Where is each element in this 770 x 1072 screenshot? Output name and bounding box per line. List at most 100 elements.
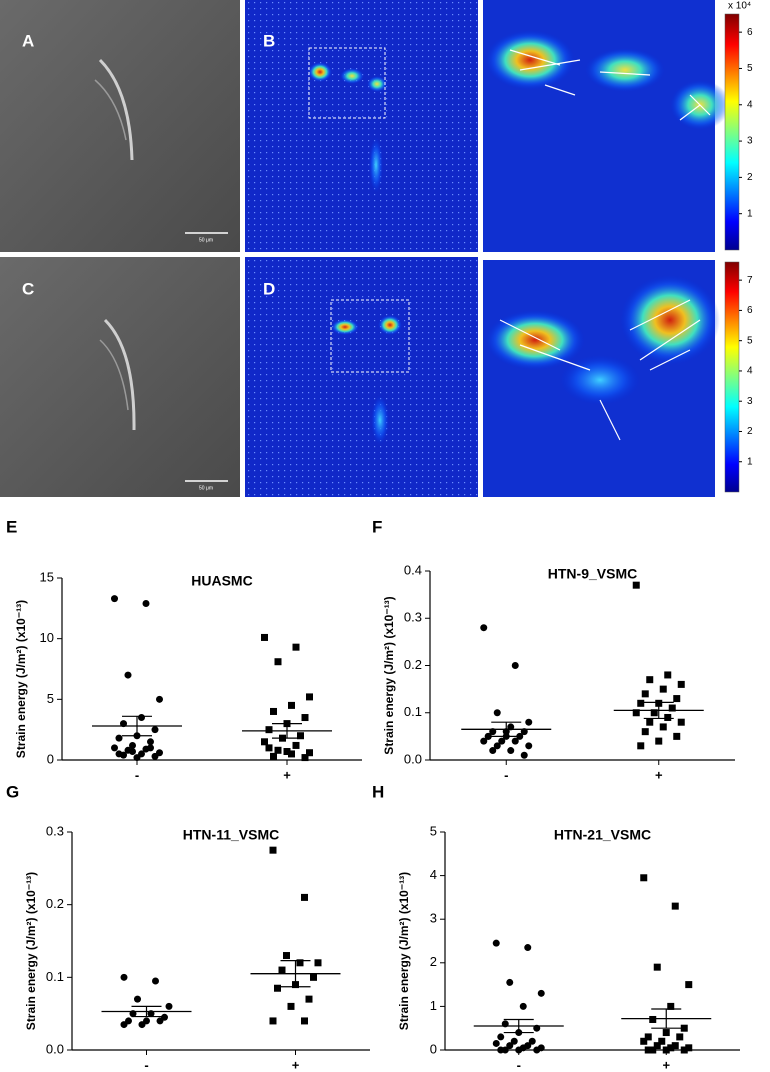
- x-tick-label: -: [517, 1057, 521, 1072]
- scale-bar-label: 50 μm: [199, 237, 213, 243]
- data-point: [646, 718, 654, 726]
- data-point: [138, 714, 145, 722]
- data-point: [124, 671, 132, 679]
- data-point: [507, 747, 515, 755]
- y-tick-label: 3: [430, 911, 437, 926]
- y-tick-label: 0.1: [46, 969, 64, 984]
- vectors: [499, 299, 701, 441]
- panel-letter: C: [22, 279, 34, 298]
- y-tick-label: 15: [40, 569, 54, 584]
- data-point: [533, 1046, 541, 1054]
- panel-letter: B: [263, 31, 275, 50]
- data-point: [274, 746, 282, 754]
- colorbar-tick-label: 1: [747, 208, 753, 219]
- data-point: [673, 732, 681, 740]
- data-point: [649, 1015, 657, 1023]
- data-point: [680, 1046, 688, 1054]
- y-axis-label: Strain energy (J/m²) (x10⁻¹³): [14, 600, 28, 758]
- y-tick-label: 0.1: [404, 704, 422, 719]
- data-point: [270, 707, 277, 715]
- data-point: [632, 581, 640, 589]
- data-point: [305, 995, 313, 1003]
- data-point: [292, 643, 300, 651]
- data-point: [537, 989, 545, 997]
- data-point: [685, 981, 693, 989]
- y-tick-label: 0.2: [46, 896, 64, 911]
- y-tick-label: 0: [430, 1041, 437, 1056]
- data-point: [511, 737, 519, 745]
- image-row-2: [0, 257, 720, 497]
- data-point: [306, 749, 313, 757]
- data-point: [480, 624, 488, 632]
- data-point: [659, 723, 667, 731]
- data-point: [668, 704, 676, 712]
- x-tick-label: +: [662, 1057, 670, 1072]
- data-point: [640, 1037, 648, 1045]
- y-tick-label: 0.2: [404, 657, 422, 672]
- data-point: [120, 973, 128, 981]
- image-row-1: [0, 0, 730, 252]
- chart-title: HTN-21_VSMC: [554, 827, 651, 843]
- data-point: [292, 741, 300, 749]
- cell-outline: [103, 318, 136, 431]
- colorbar-tick-label: 3: [747, 396, 753, 407]
- data-point: [129, 748, 136, 756]
- data-point: [274, 658, 282, 666]
- data-point: [650, 709, 658, 717]
- y-tick-label: 0.4: [404, 562, 422, 577]
- data-point: [498, 737, 506, 745]
- data-point: [637, 742, 645, 750]
- data-point: [265, 744, 273, 752]
- chart-title: HTN-9_VSMC: [548, 566, 637, 582]
- data-point: [662, 1029, 670, 1037]
- data-point: [151, 726, 159, 734]
- data-point: [493, 742, 501, 750]
- data-point: [261, 633, 268, 641]
- y-tick-label: 0: [47, 751, 54, 766]
- colorbar-tick-label: 5: [747, 63, 753, 74]
- data-point: [506, 978, 514, 986]
- data-point: [278, 966, 286, 974]
- data-point: [497, 1033, 505, 1041]
- y-tick-label: 0.3: [46, 823, 64, 838]
- panel-letter: H: [372, 782, 384, 801]
- colorbar-tick-label: 3: [747, 136, 753, 147]
- y-tick-label: 10: [40, 630, 54, 645]
- data-point: [288, 701, 295, 709]
- x-tick-label: -: [504, 767, 508, 782]
- data-point: [493, 709, 501, 717]
- data-point: [673, 695, 681, 703]
- data-point: [156, 695, 163, 703]
- data-point: [138, 1021, 146, 1029]
- data-point: [640, 874, 648, 882]
- data-point: [511, 662, 519, 669]
- data-point: [641, 728, 649, 736]
- data-point: [515, 1046, 523, 1054]
- panel-letter: E: [6, 517, 17, 536]
- data-point: [671, 1042, 679, 1050]
- data-point: [120, 1021, 128, 1029]
- data-point: [151, 752, 159, 760]
- y-tick-label: 2: [430, 954, 437, 969]
- data-point: [288, 750, 295, 758]
- data-point: [506, 1042, 514, 1050]
- data-point: [301, 714, 309, 722]
- vectors: [509, 49, 711, 121]
- colorbar-tick-label: 6: [747, 305, 753, 316]
- colorbar: [724, 13, 740, 251]
- data-point: [685, 1044, 693, 1052]
- data-point: [641, 690, 649, 698]
- data-point: [301, 754, 309, 762]
- panel-letter: F: [372, 517, 382, 536]
- data-point: [269, 1017, 277, 1025]
- y-tick-label: 0.0: [46, 1041, 64, 1056]
- data-point: [306, 693, 313, 701]
- colorbar-label: x 10⁴: [728, 1, 751, 12]
- data-point: [142, 599, 150, 607]
- colorbar-tick-label: 1: [747, 456, 753, 467]
- data-point: [147, 744, 154, 752]
- data-point: [314, 959, 322, 967]
- data-point: [261, 738, 268, 746]
- data-point: [664, 671, 672, 679]
